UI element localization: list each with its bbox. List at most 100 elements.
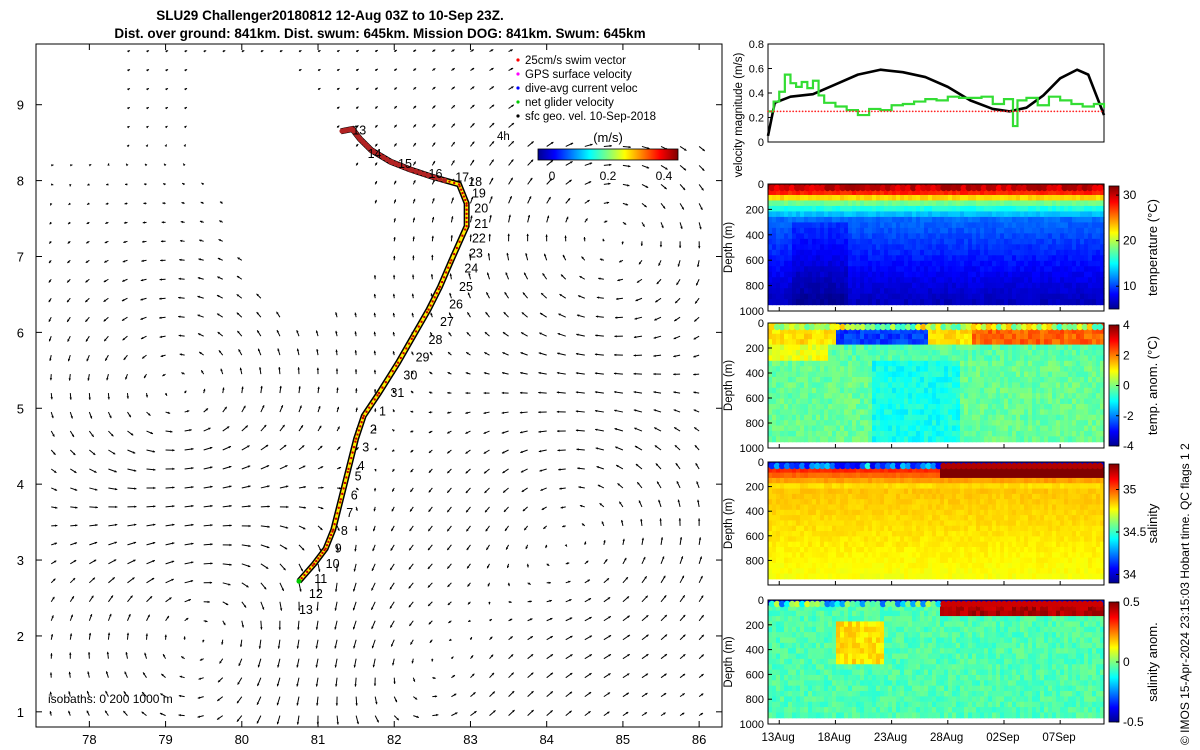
velocity-arrow-743	[489, 122, 495, 128]
velocity-arrow-543	[391, 506, 395, 512]
section-cell	[1020, 403, 1025, 410]
section-cell	[820, 425, 825, 432]
section-cell	[976, 255, 981, 262]
section-cell	[1004, 293, 1009, 300]
section-cell	[788, 271, 793, 278]
section-cell	[972, 430, 977, 437]
section-cell	[1076, 293, 1081, 300]
surface-sample	[1091, 184, 1099, 192]
velocity-arrow-678	[470, 673, 475, 679]
section-cell	[784, 360, 789, 367]
section-cell	[956, 366, 961, 373]
section-cell	[908, 376, 913, 383]
velocity-arrow-126	[127, 595, 133, 603]
surface-sample	[788, 184, 796, 192]
section-cell	[816, 344, 821, 351]
section-cell	[840, 344, 845, 351]
section-cell	[1036, 282, 1041, 289]
section-cell	[804, 293, 809, 300]
velocity-arrow-355	[260, 601, 265, 610]
section-cell	[992, 328, 997, 335]
velocity-arrow-551	[392, 351, 395, 356]
section-cell	[1036, 420, 1041, 427]
section-cell	[776, 299, 781, 306]
velocity-arrow-523	[374, 199, 377, 204]
velocity-arrow-377	[277, 639, 281, 649]
section-cell	[788, 216, 793, 223]
day-label-1: 14	[368, 147, 382, 161]
velocity-arrow-752	[508, 636, 513, 641]
section-cell	[868, 238, 873, 245]
velocity-arrow-138	[125, 373, 128, 380]
velocity-arrow-781	[508, 86, 514, 90]
section-cell	[884, 205, 889, 212]
section-cell	[1092, 227, 1097, 234]
section-cell	[1016, 238, 1021, 245]
section-cell	[840, 414, 845, 421]
section-cell	[1008, 403, 1013, 410]
section-cell	[876, 366, 881, 373]
section-cell	[868, 189, 873, 196]
swim-speed-point	[1015, 110, 1018, 113]
velocity-arrow-91	[105, 690, 109, 697]
section-cell	[1028, 282, 1033, 289]
velocity-arrow-517	[373, 369, 377, 375]
section-cell	[1012, 355, 1017, 362]
section-cell	[952, 420, 957, 427]
section-cell	[1084, 211, 1089, 218]
velocity-arrow-720	[486, 563, 490, 569]
section-cell	[800, 233, 805, 240]
section-cell	[1060, 260, 1065, 267]
section-cell	[936, 293, 941, 300]
surface-sample	[884, 184, 892, 192]
section-cell	[996, 238, 1001, 245]
section-cell	[828, 249, 833, 256]
velocity-arrow-555	[392, 274, 396, 280]
section-cell	[836, 398, 841, 405]
section-cell	[1000, 282, 1005, 289]
velocity-arrow-446	[334, 658, 338, 668]
velocity-arrow-272	[203, 562, 213, 565]
section-cell	[888, 398, 893, 405]
section-cell	[816, 233, 821, 240]
section-cell	[1012, 409, 1017, 416]
section-cell	[1044, 271, 1049, 278]
section-cell	[992, 288, 997, 295]
velocity-arrow-308	[222, 445, 232, 451]
section-cell	[940, 299, 945, 306]
velocity-arrow-858	[559, 487, 566, 490]
surface-sample	[809, 184, 816, 192]
section-cell	[832, 420, 837, 427]
section-cell	[884, 366, 889, 373]
section-cell	[1016, 260, 1021, 267]
section-cell	[1048, 200, 1053, 207]
velocity-arrow-245	[184, 390, 187, 394]
velocity-arrow-974	[641, 634, 649, 641]
section-cell	[844, 393, 849, 400]
section-cell	[956, 200, 961, 207]
section-cell	[1020, 288, 1025, 295]
velocity-arrow-621	[428, 391, 433, 394]
section-cell	[1060, 271, 1065, 278]
section-cell	[892, 339, 897, 346]
swim-speed-point	[930, 110, 933, 113]
section-cell	[924, 255, 929, 262]
section-cell	[772, 244, 777, 251]
section-cell	[776, 266, 781, 273]
section-cell	[792, 238, 797, 245]
section-cell	[880, 382, 885, 389]
velocity-arrow-820	[546, 617, 553, 622]
velocity-arrow-549	[392, 389, 396, 394]
section-cell	[792, 216, 797, 223]
velocity-arrow-711	[470, 49, 475, 53]
section-cell	[1040, 205, 1045, 212]
velocity-arrow-727	[483, 430, 490, 435]
surface-sample	[1061, 184, 1068, 192]
velocity-arrow-281	[203, 388, 206, 394]
section-cell	[884, 425, 889, 432]
section-cell	[768, 200, 773, 207]
section-cell	[956, 260, 961, 267]
velocity-arrow-378	[278, 620, 282, 630]
section-cell	[848, 249, 853, 256]
section-cell	[1016, 328, 1021, 335]
